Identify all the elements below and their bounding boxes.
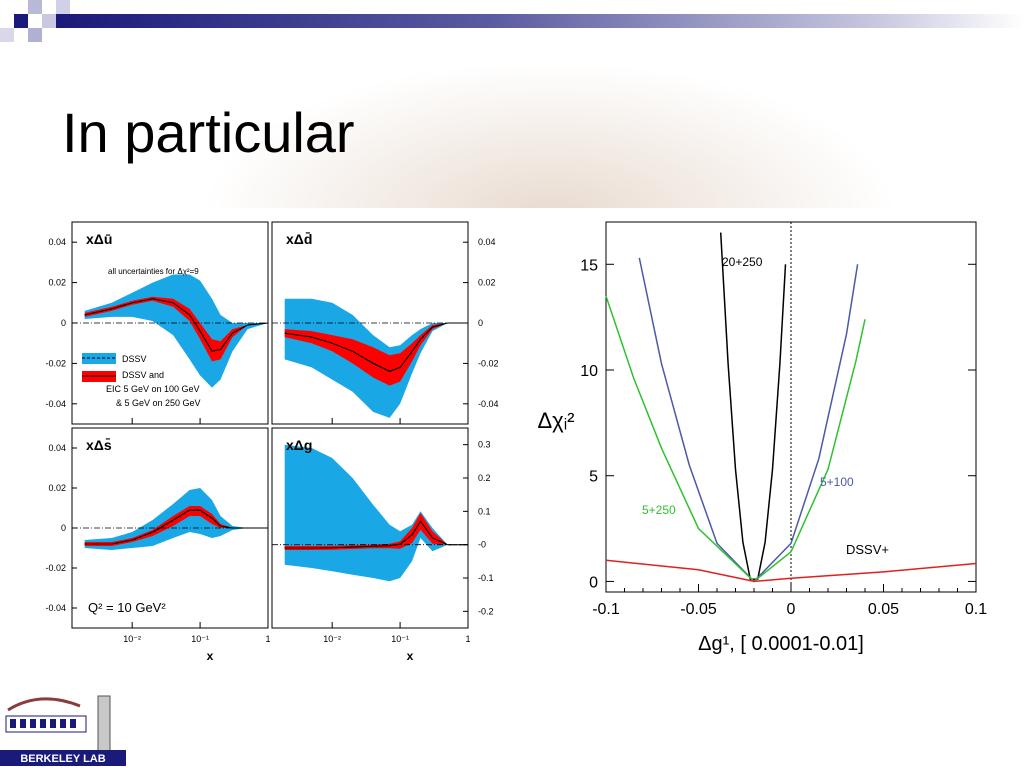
dssv-dashed-curve bbox=[284, 520, 468, 549]
y-tick-label: 0.02 bbox=[48, 278, 66, 288]
series-curve-0 bbox=[719, 232, 787, 581]
panel-label: xΔg bbox=[286, 437, 312, 453]
y-tick-label: 0 bbox=[61, 318, 66, 328]
eic-uncertainty-band bbox=[284, 513, 468, 550]
y-tick-label: -0.04 bbox=[478, 399, 499, 409]
x-tick-label: 1 bbox=[465, 634, 470, 644]
uncertainty-note: all uncertainties for Δχ²=9 bbox=[108, 267, 199, 276]
series-label-5-250: 5+250 bbox=[642, 503, 676, 517]
y-axis-label: Δχᵢ² bbox=[537, 408, 574, 433]
legend-entry: DSSV and bbox=[122, 370, 164, 380]
dssv-dashed-curve bbox=[284, 322, 468, 372]
y-tick-label: -0.2 bbox=[478, 606, 494, 616]
legend-entry: & 5 GeV on 250 GeV bbox=[116, 398, 201, 408]
y-tick-label: 5 bbox=[589, 469, 598, 486]
header-bar bbox=[56, 14, 1024, 28]
panel-label: xΔd̄ bbox=[286, 230, 312, 247]
legend: DSSV DSSV and EIC 5 GeV on 100 GeV & 5 GeV … bbox=[82, 353, 201, 408]
corner-squares-decoration bbox=[0, 0, 70, 42]
series-label-dssv: DSSV+ bbox=[846, 542, 889, 557]
y-tick-label: 10 bbox=[580, 363, 598, 380]
x-axis-label: Δg¹, [ 0.0001-0.01] bbox=[698, 633, 864, 655]
y-tick-label: 0.04 bbox=[478, 237, 496, 247]
y-tick-label: -0.02 bbox=[45, 358, 66, 368]
x-tick-label: 10⁻¹ bbox=[391, 634, 409, 644]
figure-panel: 0.04 0.02 0 -0.02 -0.04 xΔū all uncertainties … bbox=[36, 208, 996, 688]
chart-panel-2: 0.04 0.02 0 -0.02 -0.04 10⁻² 10⁻¹ 1 x xΔs̄ Q² = 10… bbox=[45, 427, 271, 663]
chart-panel-1: 0.04 0.02 0 -0.02 -0.04 xΔd̄ bbox=[271, 221, 499, 425]
x-tick-label: 0 bbox=[787, 601, 796, 618]
panel-label: xΔū bbox=[86, 231, 112, 247]
x-tick-label: -0.05 bbox=[680, 601, 717, 618]
x-tick-label: 0.05 bbox=[868, 601, 899, 618]
chart-panel-0: 0.04 0.02 0 -0.02 -0.04 xΔū all uncertainties … bbox=[45, 221, 269, 425]
x-tick-label: -0.1 bbox=[592, 601, 620, 618]
y-tick-label: 0.02 bbox=[478, 278, 496, 288]
panel-label: xΔs̄ bbox=[86, 436, 112, 453]
y-tick-label: -0.02 bbox=[45, 563, 66, 573]
y-tick-label: 0.04 bbox=[48, 443, 66, 453]
q2-annotation: Q² = 10 GeV² bbox=[88, 600, 166, 615]
y-tick-label: 0 bbox=[478, 318, 483, 328]
y-tick-label: 0.3 bbox=[478, 440, 491, 450]
y-tick-label: 0.2 bbox=[478, 473, 491, 483]
dssv-dashed-curve bbox=[84, 510, 268, 545]
y-tick-label: 0.02 bbox=[48, 483, 66, 493]
berkeley-lab-logo-icon: BERKELEY LAB bbox=[0, 695, 126, 766]
slide-title: In particular bbox=[62, 101, 355, 164]
chart-panel-3: 0.3 0.2 0.1 -0 -0.1 -0.2 10⁻² 10⁻¹ 1 x xΔg bbox=[271, 427, 494, 663]
eic-uncertainty-band bbox=[284, 323, 468, 386]
y-tick-label: 0.04 bbox=[48, 237, 66, 247]
y-tick-label: 0.1 bbox=[478, 506, 491, 516]
x-tick-label: 1 bbox=[265, 634, 270, 644]
logo-text: BERKELEY LAB bbox=[20, 753, 105, 765]
y-tick-label: 0 bbox=[589, 574, 598, 591]
series-label-20-250: 20+250 bbox=[722, 255, 763, 269]
eic-uncertainty-band bbox=[84, 296, 268, 362]
legend-entry: DSSV bbox=[122, 354, 147, 364]
y-tick-label: 0 bbox=[61, 523, 66, 533]
x-axis-label: x bbox=[207, 649, 214, 663]
legend-entry: EIC 5 GeV on 100 GeV bbox=[106, 384, 200, 394]
y-tick-label: -0.1 bbox=[478, 573, 494, 583]
x-tick-label: 0.1 bbox=[965, 601, 987, 618]
y-tick-label: -0.02 bbox=[478, 358, 499, 368]
y-tick-label: -0.04 bbox=[45, 603, 66, 613]
y-tick-label: -0.04 bbox=[45, 399, 66, 409]
y-tick-label: 15 bbox=[580, 257, 598, 274]
y-tick-label: -0 bbox=[478, 540, 486, 550]
x-axis-label: x bbox=[407, 649, 414, 663]
x-tick-label: 10⁻² bbox=[123, 634, 141, 644]
eic-uncertainty-band bbox=[84, 506, 268, 546]
x-tick-label: 10⁻² bbox=[323, 634, 341, 644]
series-curve-3 bbox=[605, 559, 977, 583]
series-label-5-100: 5+100 bbox=[820, 475, 854, 489]
x-tick-label: 10⁻¹ bbox=[191, 634, 209, 644]
